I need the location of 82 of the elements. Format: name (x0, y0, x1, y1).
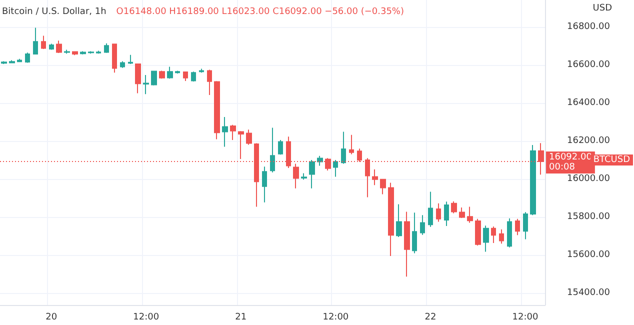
candlestick (104, 42, 109, 54)
x-tick-label: 12:00 (322, 312, 349, 322)
candlestick (372, 168, 378, 186)
candlestick (238, 130, 244, 160)
candlestick (436, 202, 441, 222)
candlestick (214, 80, 220, 140)
candlestick (507, 218, 512, 248)
candlestick (33, 27, 38, 56)
candlestick (56, 40, 62, 54)
candlestick (412, 212, 417, 254)
candlestick (143, 74, 149, 95)
candlestick (41, 35, 46, 50)
candlestick (72, 50, 78, 56)
x-tick-label: 20 (46, 312, 58, 322)
candlestick (230, 124, 236, 141)
candlestick (64, 49, 70, 54)
y-tick-label: 16200.00 (567, 136, 610, 146)
candlestick (120, 60, 125, 68)
candlestick (444, 201, 449, 226)
candlestick (222, 116, 228, 148)
candlestick (333, 160, 338, 178)
candlestick (420, 214, 425, 236)
candlestick (159, 70, 165, 80)
text: BTCUSD (593, 155, 630, 166)
candlestick (246, 129, 252, 146)
candlestick (9, 60, 15, 64)
candlestick (499, 228, 504, 244)
candlestick (270, 127, 275, 173)
y-tick-label: 15400.00 (567, 288, 610, 298)
candlestick (151, 70, 157, 86)
y-tick-label: 15800.00 (567, 212, 610, 222)
candlestick (293, 163, 299, 189)
candlestick (404, 211, 410, 278)
candlestick (191, 71, 196, 82)
candlestick (451, 200, 457, 214)
text: Bitcoin / U.S. Dollar, 1h (2, 7, 106, 17)
candlestick (88, 50, 94, 54)
candlestick (428, 191, 433, 228)
ref-line-label: 16092.00 00:08 (549, 152, 592, 173)
y-tick-label: 16400.00 (567, 98, 610, 108)
candlestick (167, 66, 173, 80)
candlestick (262, 166, 267, 203)
candlestick (49, 43, 54, 50)
candlestick (25, 52, 30, 64)
x-tick-label: 12:00 (133, 312, 160, 322)
candlestick (207, 69, 212, 96)
candlestick (183, 70, 188, 82)
x-tick-label: 22 (424, 312, 436, 322)
candlestick (128, 54, 133, 65)
candlestick (112, 43, 117, 74)
x-tick-label: 12:00 (512, 312, 538, 322)
y-tick-label: 16000.00 (567, 174, 610, 184)
candlestick (175, 70, 180, 74)
text: O16148.00 H16189.00 L16023.00 C16092.00 −56.00 (−0.35%) (116, 7, 404, 17)
candlestick (459, 207, 465, 218)
y-tick-label: 16600.00 (567, 60, 610, 70)
candlestick (1, 60, 7, 65)
y-axis-title: USD (592, 4, 612, 14)
candlestick (80, 50, 86, 55)
candlestick (135, 62, 141, 94)
candlestick (341, 131, 346, 164)
candlestick (396, 204, 402, 238)
candlestick (96, 50, 101, 54)
candlestick (475, 218, 481, 246)
candlestick (467, 206, 473, 224)
candlestick (301, 172, 307, 180)
candlestick (380, 178, 386, 195)
y-tick-label: 15600.00 (567, 250, 610, 260)
candlestick (349, 134, 354, 155)
candlestick (278, 140, 283, 156)
candlestick (483, 225, 489, 252)
y-tick-label: 16800.00 (567, 22, 610, 32)
candlestick (523, 212, 528, 240)
candlestick (491, 226, 496, 244)
candlestick (515, 218, 520, 236)
candlestick (530, 144, 536, 216)
candlestick (199, 68, 204, 74)
candlestick (317, 155, 323, 166)
x-tick-label: 21 (235, 312, 247, 322)
candlestick (309, 160, 315, 189)
candlestick (17, 58, 22, 63)
candlestick (388, 182, 394, 256)
